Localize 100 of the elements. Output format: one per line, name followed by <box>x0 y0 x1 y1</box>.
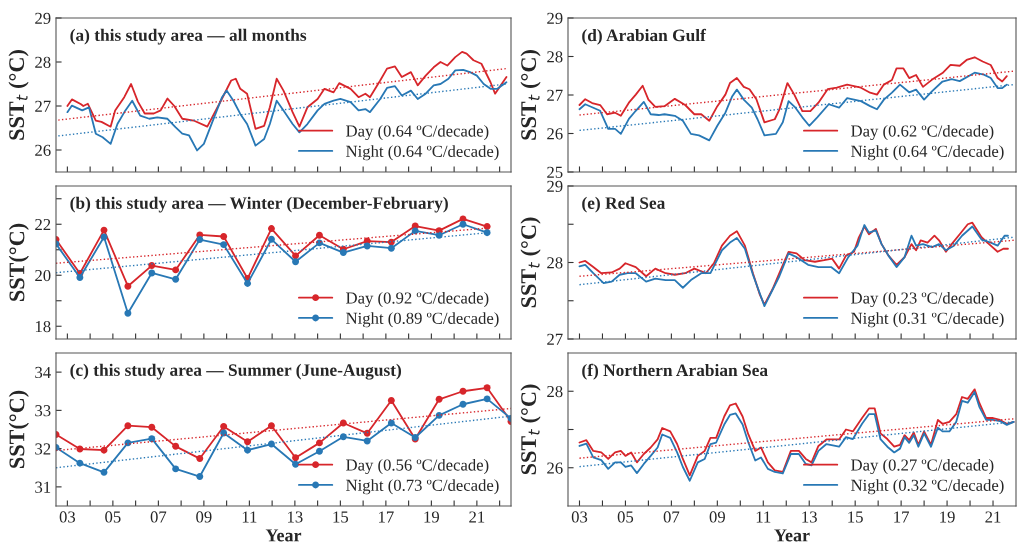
y-tick-label: 18 <box>35 320 51 333</box>
point <box>196 473 204 481</box>
y-tick-label: 28 <box>547 385 563 398</box>
text: (a) this study area — all months <box>70 28 307 45</box>
text: (d) Arabian Gulf <box>582 28 707 45</box>
point <box>267 235 275 243</box>
x-tick-label: 05 <box>617 511 634 523</box>
point <box>292 252 300 260</box>
legend-label: Night (0.31 ºC/decade) <box>851 312 1004 328</box>
y-tick-label: 27 <box>547 333 563 345</box>
legend-label: Night (0.64 ºC/decade) <box>346 145 499 161</box>
text: (f) Northern Arabian Sea <box>582 363 768 380</box>
point <box>148 423 156 431</box>
x-tick-label: 15 <box>333 511 349 523</box>
y-axis-title: SST$_{t}$ (°C) <box>520 50 541 140</box>
point <box>220 422 228 430</box>
legend-label: Night (0.64 ºC/decade) <box>851 145 1004 161</box>
point <box>100 468 108 476</box>
legend-label: Day (0.64 ºC/decade) <box>346 124 489 141</box>
point <box>292 460 300 468</box>
point <box>267 422 275 430</box>
point <box>124 282 132 290</box>
point <box>483 229 491 237</box>
legend-label: Night (0.73 ºC/decade) <box>346 479 499 495</box>
point <box>315 439 323 447</box>
y-tick-label: 20 <box>35 269 51 282</box>
point <box>196 455 204 463</box>
point <box>363 429 371 437</box>
point <box>100 446 108 454</box>
x-tick-label: 13 <box>288 511 303 523</box>
point <box>267 225 275 233</box>
x-tick-label: 19 <box>940 511 955 523</box>
x-tick-label: 15 <box>848 511 863 523</box>
point <box>148 435 156 443</box>
point <box>220 241 228 249</box>
legend-label: Day (0.56 ºC/decade) <box>346 458 489 475</box>
y-tick-label: 29 <box>547 180 563 192</box>
point <box>244 446 252 454</box>
x-tick-label: 03 <box>59 511 76 523</box>
y-tick-label: 33 <box>35 405 51 417</box>
y-tick-label: 28 <box>547 257 563 269</box>
text: (e) Red Sea <box>582 196 666 213</box>
y-axis-title: SST$_{t}$ (°C) <box>8 50 29 140</box>
x-tick-label: 09 <box>196 511 212 523</box>
point <box>483 384 491 392</box>
text: (c) this study area — Summer (June-August) <box>70 363 402 380</box>
y-tick-label: 31 <box>35 481 51 493</box>
point <box>363 437 371 445</box>
text: (b) this study area — Winter (December-February) <box>70 196 448 213</box>
point <box>220 233 228 240</box>
x-tick-label: 21 <box>985 511 1001 523</box>
x-tick-label: 05 <box>105 511 121 523</box>
x-tick-label: 09 <box>709 511 725 523</box>
x-axis-title: Year <box>265 529 302 542</box>
y-tick-label: 26 <box>547 462 563 474</box>
point <box>387 396 395 404</box>
point <box>292 454 300 462</box>
point <box>292 258 300 266</box>
y-tick-label: 22 <box>35 219 51 231</box>
point <box>172 442 180 450</box>
point <box>148 269 156 277</box>
y-tick-label: 29 <box>35 12 51 24</box>
point <box>220 429 228 437</box>
y-tick-label: 27 <box>35 100 51 112</box>
y-tick-label: 34 <box>35 366 51 379</box>
legend-label: Day (0.27 ºC/decade) <box>851 458 994 475</box>
point <box>124 422 132 430</box>
x-tick-label: 17 <box>894 511 909 523</box>
x-tick-label: 11 <box>756 511 771 523</box>
x-tick-label: 03 <box>571 511 588 523</box>
x-tick-label: 17 <box>379 511 394 523</box>
x-axis-title: Year <box>774 529 810 542</box>
point <box>196 236 204 244</box>
point <box>124 309 132 317</box>
point <box>172 266 180 274</box>
point <box>315 447 323 455</box>
x-tick-label: 07 <box>663 511 680 523</box>
point <box>387 244 395 252</box>
point <box>339 249 347 257</box>
x-tick-label: 19 <box>424 511 440 523</box>
point <box>459 220 467 228</box>
y-tick-label: 25 <box>547 166 563 178</box>
point <box>76 274 84 282</box>
point <box>387 419 395 427</box>
legend-label: Day (0.62 ºC/decade) <box>851 124 994 141</box>
point <box>172 465 180 473</box>
point <box>459 387 467 395</box>
point <box>459 400 467 408</box>
y-axis-title: SST$_{t}$ (°C) <box>520 384 541 475</box>
y-tick-label: 28 <box>547 51 563 63</box>
y-axis-title: SST(°C) <box>8 390 29 468</box>
point <box>244 438 252 446</box>
point <box>435 395 443 403</box>
y-tick-label: 27 <box>547 89 563 101</box>
legend-label: Day (0.23 ºC/decade) <box>851 291 994 308</box>
point <box>315 231 323 239</box>
y-axis-title: SST(°C) <box>8 223 29 301</box>
legend-label: Day (0.92 ºC/decade) <box>346 291 489 308</box>
x-tick-label: 07 <box>150 511 167 523</box>
y-axis-title: SST$_{t}$ (°C) <box>520 217 541 308</box>
